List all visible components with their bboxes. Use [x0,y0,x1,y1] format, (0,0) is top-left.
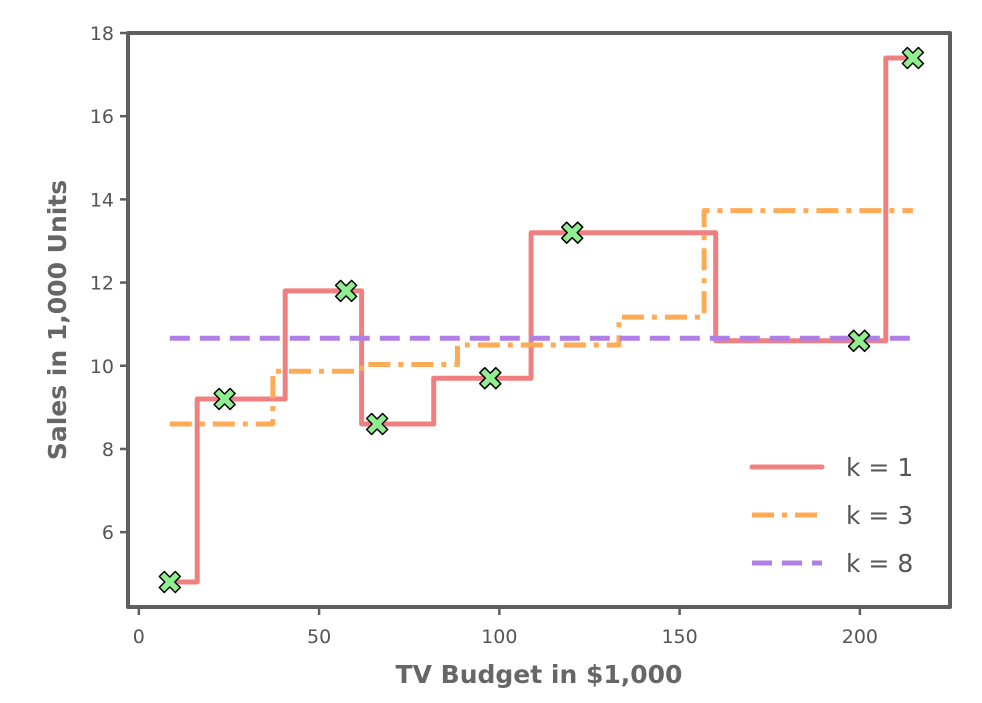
data-point [560,221,584,244]
y-tick-label: 12 [90,273,114,295]
x-tick-label: 150 [661,626,697,648]
y-tick-label: 10 [90,356,114,378]
data-point [213,387,236,411]
series-line-k3 [169,208,913,427]
x-tick-label: 100 [481,626,517,648]
series-line-k1 [167,55,916,585]
data-point [901,46,925,70]
data-point [365,412,389,436]
legend: k = 1 k = 3 k = 8 [749,453,913,578]
plot-frame [126,31,952,609]
data-point [334,279,358,303]
data-point [158,570,182,594]
y-axis-title: Sales in 1,000 Units [43,180,72,460]
x-tick-label: 200 [842,626,878,648]
x-tick-label: 0 [133,626,145,648]
legend-label: k = 8 [846,549,913,578]
x-axis: 0 50 100 150 200 [133,607,878,648]
y-axis: 6 8 10 12 14 16 18 [90,23,128,544]
y-tick-label: 16 [90,106,114,128]
y-tick-label: 18 [90,23,114,45]
x-axis-title: TV Budget in $1,000 [396,660,683,689]
y-tick-label: 8 [102,439,114,461]
legend-label: k = 1 [846,453,913,482]
data-points [158,46,925,594]
legend-label: k = 3 [846,501,913,530]
plot-lines [167,55,916,585]
x-tick-label: 50 [307,626,331,648]
data-point [479,366,502,390]
data-point [847,329,871,353]
y-tick-label: 6 [102,522,114,544]
y-tick-label: 14 [90,189,114,211]
